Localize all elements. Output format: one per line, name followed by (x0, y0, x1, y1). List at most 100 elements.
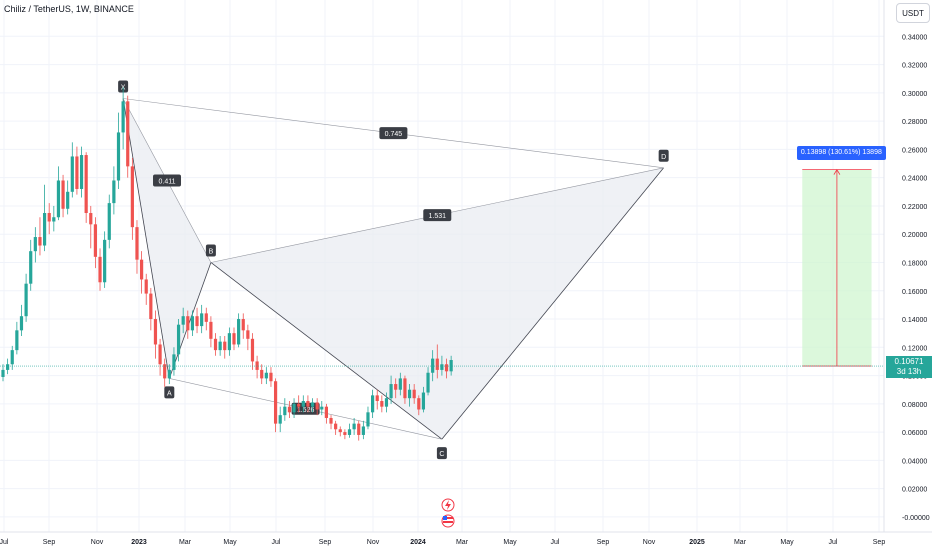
candle-body (135, 227, 139, 260)
candle (435, 344, 439, 379)
y-tick-label: 0.08000 (902, 402, 927, 409)
ratio-label-XB[interactable]: 0.411 (153, 174, 182, 187)
candle-body (33, 237, 37, 252)
candle (278, 406, 282, 433)
candle (343, 429, 347, 440)
candle (163, 358, 167, 387)
candle-body (324, 406, 328, 418)
candle-body (84, 155, 88, 214)
candle (264, 367, 268, 385)
y-tick-label: 0.06000 (902, 430, 927, 437)
candle (93, 217, 97, 269)
us-flag-icon[interactable] (441, 514, 455, 528)
candle (283, 398, 287, 421)
target-projection[interactable] (802, 168, 872, 367)
candle (47, 203, 51, 235)
candle (79, 146, 84, 198)
candle-body (431, 358, 435, 373)
x-tick-label: 2024 (410, 539, 426, 546)
candle (426, 367, 430, 396)
y-tick-label: 0.04000 (902, 458, 927, 465)
candle-body (130, 166, 134, 228)
candle (375, 389, 379, 410)
candle-body (361, 426, 365, 435)
candle-body (287, 406, 292, 413)
candle-body (75, 156, 79, 189)
candle (213, 333, 218, 356)
candle (384, 392, 389, 413)
y-tick-label: 0.12000 (902, 345, 927, 352)
candle (172, 347, 176, 376)
currency-unit-button[interactable]: USDT (896, 3, 930, 23)
candle-body (200, 313, 204, 327)
x-tick-label: Nov (643, 539, 656, 546)
point-label-A[interactable]: A (164, 386, 175, 399)
candle-body (15, 330, 19, 351)
x-tick-label: Nov (367, 539, 380, 546)
ratio-label-bg (423, 209, 452, 222)
candle (112, 166, 116, 215)
candle-body (190, 316, 195, 331)
candle-body (98, 256, 102, 283)
projection-measure-label[interactable]: 0.13898 (130.61%) 13898 (796, 145, 886, 160)
triangle-bcd (210, 167, 664, 440)
x-tick-label: May (503, 539, 517, 546)
candle (380, 395, 384, 413)
candle (407, 384, 412, 407)
candle (140, 251, 144, 294)
candle-body (283, 406, 287, 416)
candle-body (56, 180, 61, 218)
candle-body (149, 293, 153, 320)
candle-body (375, 395, 379, 402)
point-label-B[interactable]: B (205, 244, 216, 257)
candle (107, 194, 111, 249)
candle-body (264, 372, 268, 379)
candle (227, 327, 231, 356)
x-axis[interactable]: Jul Sep Nov 2023 Mar May Jul Sep Nov 2024 Mar May Ju… (0, 531, 932, 546)
ratio-label-XD[interactable]: 0.745 (379, 127, 408, 140)
candle-body (310, 402, 315, 407)
candle-body (227, 333, 231, 351)
candle (324, 403, 328, 424)
candle-body (172, 354, 176, 370)
candle-body (176, 324, 181, 355)
axis-icons[interactable] (441, 498, 455, 528)
candle (116, 112, 121, 189)
point-label-C[interactable]: C (436, 447, 447, 460)
candle (84, 152, 88, 223)
x-tick-label: Jul (551, 539, 560, 546)
candle (103, 231, 107, 288)
x-tick-label: Sep (873, 539, 886, 546)
candle (347, 423, 352, 438)
candle-body (371, 395, 375, 413)
candle (329, 415, 333, 430)
x-tick-label: Jul (272, 539, 281, 546)
candle-body (412, 389, 416, 399)
candle (42, 184, 47, 252)
candle (246, 324, 250, 351)
candle (338, 426, 342, 437)
point-label-text: C (439, 451, 444, 458)
candle (176, 319, 181, 362)
candle-body (237, 319, 241, 345)
candle (158, 338, 162, 376)
point-label-D[interactable]: D (658, 149, 669, 162)
candle (352, 417, 356, 435)
ratio-label-BD[interactable]: 1.531 (423, 209, 452, 222)
candle (389, 375, 393, 404)
candle (75, 146, 79, 195)
candle-body (10, 350, 14, 365)
y-axis[interactable]: -0.00000 0.02000 0.04000 0.06000 0.08000 0.10… (883, 0, 930, 532)
candle (297, 395, 301, 413)
x-tick-label: Sep (319, 539, 332, 546)
candle (232, 327, 236, 351)
candle (417, 395, 421, 416)
candle (70, 142, 74, 198)
candle-body (38, 237, 42, 246)
triangle-xab (123, 98, 211, 379)
x-tick-label: 2025 (689, 539, 705, 546)
lightning-icon[interactable] (441, 498, 455, 512)
ratio-label-AC[interactable]: 1.526 (291, 402, 320, 415)
